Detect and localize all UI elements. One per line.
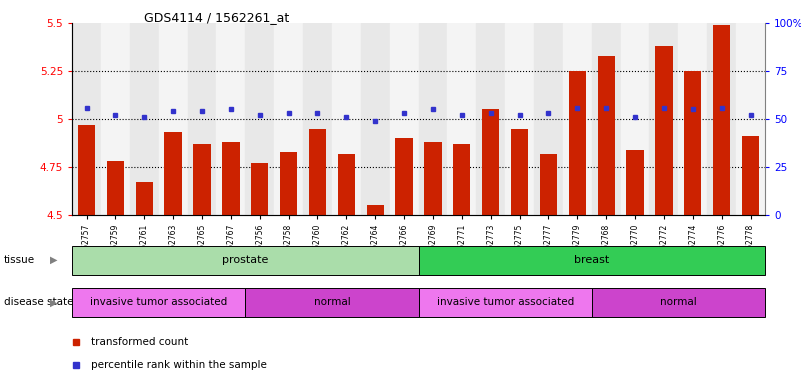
Bar	[418, 288, 592, 317]
Bar	[592, 288, 765, 317]
Bar	[101, 23, 130, 215]
Bar	[511, 129, 528, 384]
Bar	[742, 136, 759, 384]
Bar	[251, 163, 268, 384]
Bar	[736, 23, 765, 215]
Bar	[678, 23, 707, 215]
Text: normal: normal	[660, 297, 697, 308]
Text: disease state: disease state	[4, 297, 74, 308]
Bar	[130, 23, 159, 215]
Text: transformed count: transformed count	[91, 337, 188, 347]
Bar	[569, 71, 586, 384]
Text: tissue: tissue	[4, 255, 35, 265]
Bar	[159, 23, 187, 215]
Bar	[78, 125, 95, 384]
Bar	[477, 23, 505, 215]
Bar	[280, 152, 297, 384]
Bar	[332, 23, 360, 215]
Bar	[626, 150, 644, 384]
Bar	[621, 23, 650, 215]
Bar	[187, 23, 216, 215]
Bar	[396, 138, 413, 384]
Bar	[707, 23, 736, 215]
Bar	[655, 46, 673, 384]
Text: ▶: ▶	[50, 297, 58, 308]
Bar	[360, 23, 389, 215]
Bar	[592, 23, 621, 215]
Bar	[482, 109, 499, 384]
Text: ▶: ▶	[50, 255, 58, 265]
Bar	[222, 142, 239, 384]
Bar	[164, 132, 182, 384]
Bar	[107, 161, 124, 384]
Bar	[684, 71, 702, 384]
Bar	[367, 205, 384, 384]
Bar	[72, 288, 245, 317]
Bar	[448, 23, 477, 215]
Bar	[135, 182, 153, 384]
Bar	[713, 25, 731, 384]
Bar	[216, 23, 245, 215]
Text: normal: normal	[313, 297, 350, 308]
Bar	[650, 23, 678, 215]
Bar	[418, 23, 448, 215]
Text: breast: breast	[574, 255, 610, 265]
Bar	[72, 23, 101, 215]
Text: invasive tumor associated: invasive tumor associated	[90, 297, 227, 308]
Text: prostate: prostate	[222, 255, 268, 265]
Text: percentile rank within the sample: percentile rank within the sample	[91, 360, 267, 370]
Bar	[245, 23, 274, 215]
Bar	[245, 288, 418, 317]
Bar	[338, 154, 355, 384]
Text: invasive tumor associated: invasive tumor associated	[437, 297, 574, 308]
Bar	[505, 23, 534, 215]
Bar	[274, 23, 303, 215]
Bar	[418, 246, 765, 275]
Bar	[563, 23, 592, 215]
Bar	[193, 144, 211, 384]
Bar	[534, 23, 563, 215]
Text: GDS4114 / 1562261_at: GDS4114 / 1562261_at	[144, 12, 289, 25]
Bar	[453, 144, 470, 384]
Bar	[425, 142, 441, 384]
Bar	[303, 23, 332, 215]
Bar	[72, 246, 418, 275]
Bar	[540, 154, 557, 384]
Bar	[389, 23, 418, 215]
Bar	[598, 56, 615, 384]
Bar	[309, 129, 326, 384]
